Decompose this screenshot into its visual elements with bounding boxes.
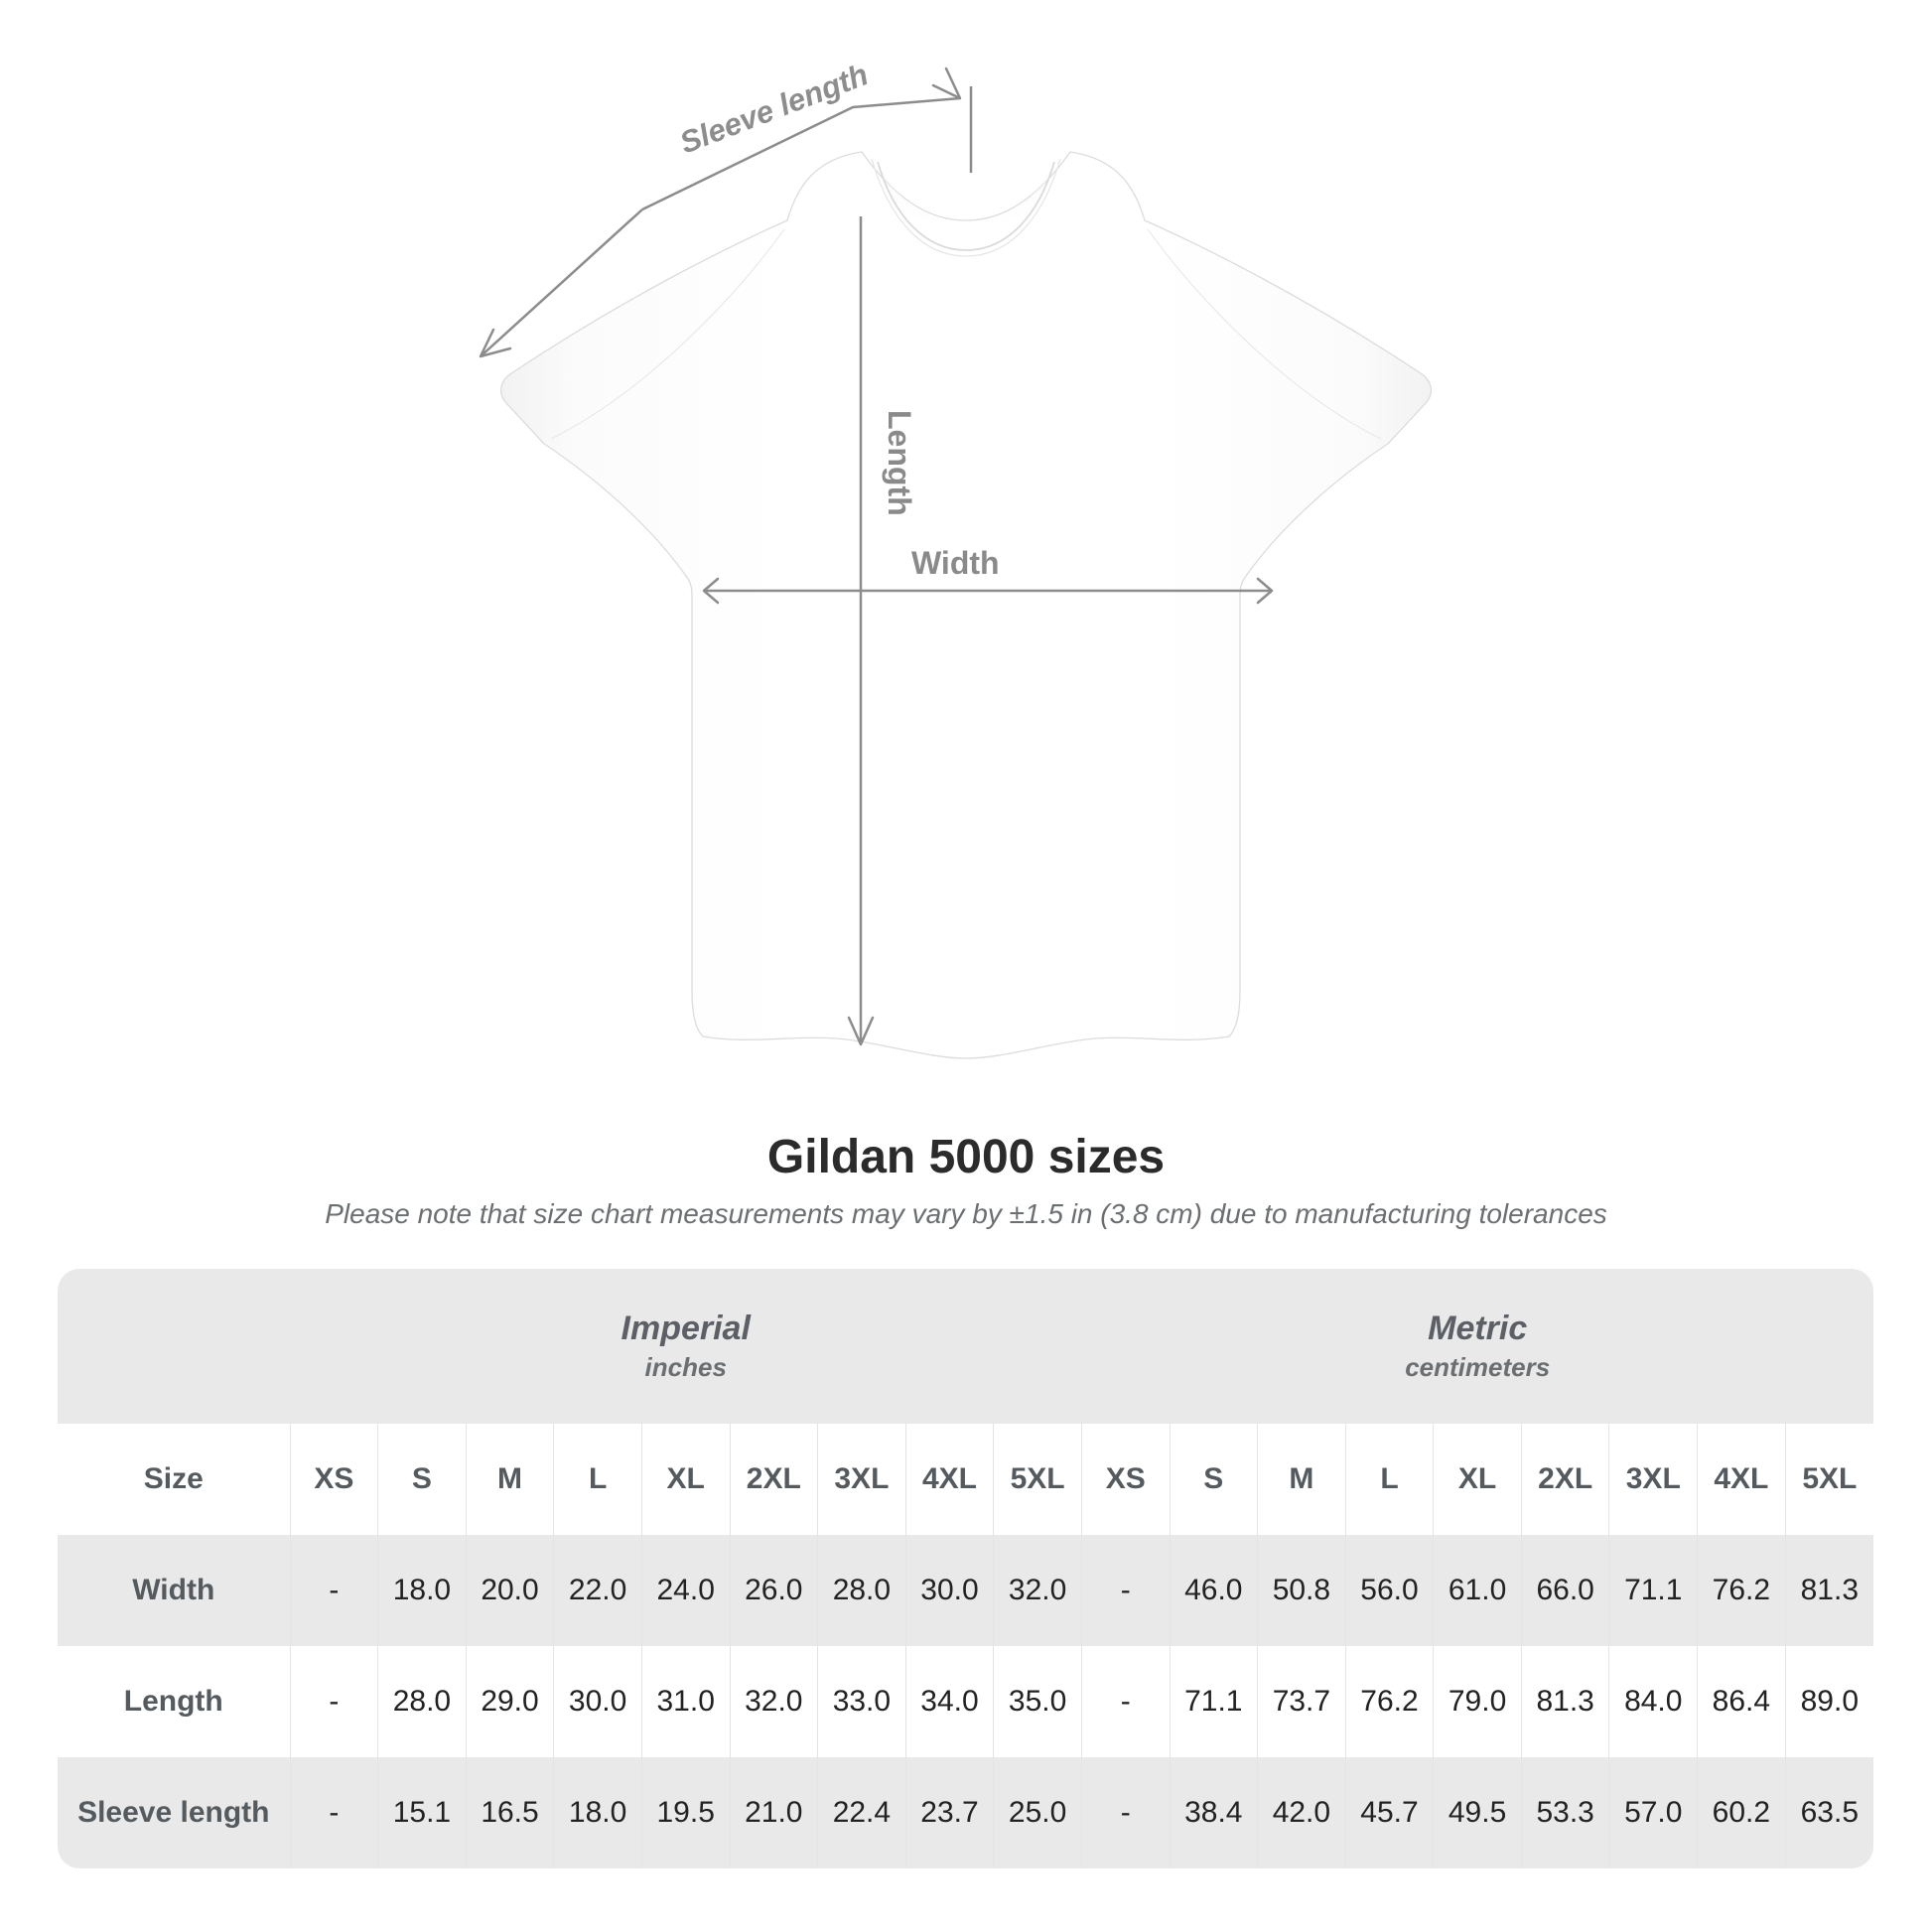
svg-text:Width: Width: [911, 545, 1000, 581]
svg-text:Length: Length: [882, 410, 917, 516]
